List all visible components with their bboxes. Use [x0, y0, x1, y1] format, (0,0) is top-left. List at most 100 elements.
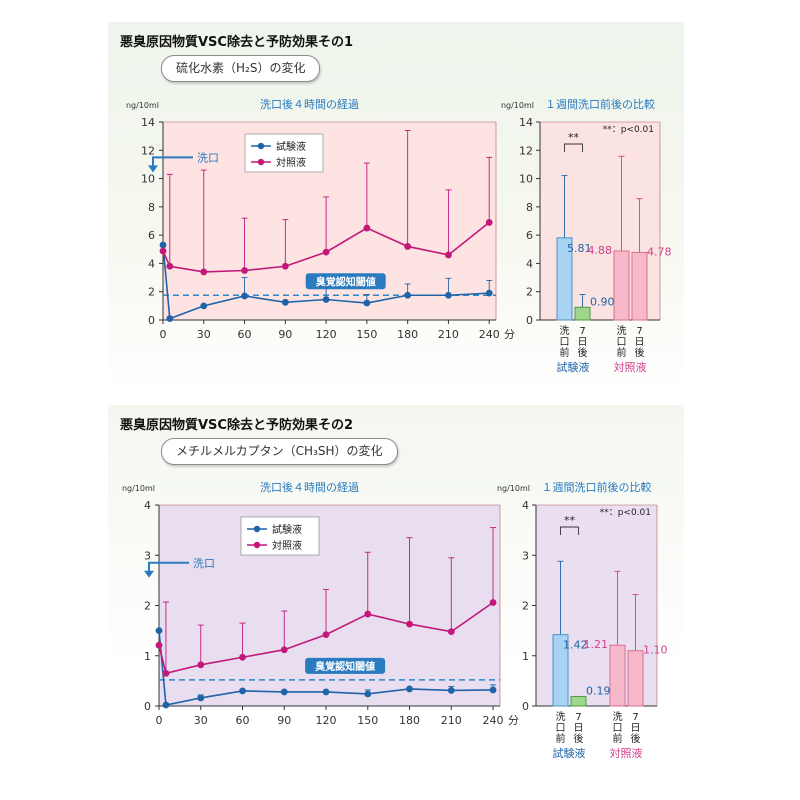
- data-point: [489, 686, 497, 694]
- data-point: [363, 224, 371, 232]
- significance-bracket: [560, 526, 579, 535]
- line-chart-title: 洗口後４時間の経過: [260, 97, 359, 111]
- data-point: [197, 694, 205, 702]
- data-point: [281, 298, 289, 306]
- bar-category-label: 洗口前: [556, 711, 566, 745]
- x-tick-label: 150: [357, 714, 378, 727]
- data-point: [166, 262, 174, 270]
- data-point: [447, 628, 455, 636]
- legend-marker: [257, 158, 265, 166]
- legend-label: 試験液: [272, 523, 302, 536]
- section-ch3sh: 悪臭原因物質VSC除去と予防効果その2 メチルメルカプタン（CH₃SH）の変化 …: [108, 405, 684, 783]
- bar-value-label: 1.10: [643, 644, 668, 657]
- bar-y-tick-label: 4: [526, 257, 533, 270]
- data-point: [322, 248, 330, 256]
- data-point: [445, 291, 452, 299]
- data-point: [241, 292, 248, 300]
- y-tick-label: 1: [144, 650, 151, 663]
- legend-marker: [253, 525, 261, 533]
- data-point: [280, 688, 288, 696]
- bar: [613, 250, 630, 321]
- y-axis-unit: ng/10ml: [126, 101, 159, 110]
- x-tick-label: 90: [277, 714, 291, 727]
- data-point: [162, 701, 170, 709]
- x-tick-label: 180: [399, 714, 420, 727]
- data-point: [322, 688, 330, 696]
- bar-group-label: 試験液: [553, 746, 586, 760]
- x-tick-label: 240: [483, 714, 504, 727]
- y-tick-label: 8: [148, 201, 155, 214]
- bar-value-label: 4.78: [647, 245, 672, 258]
- bar-y-tick-label: 0: [522, 700, 529, 713]
- bar-value-label: 0.19: [586, 684, 611, 697]
- bar: [556, 237, 573, 321]
- y-tick-label: 14: [141, 116, 155, 129]
- legend-marker: [257, 142, 265, 150]
- bar-value-label: 5.81: [567, 242, 592, 255]
- bar-y-tick-label: 1: [522, 650, 529, 663]
- x-tick-label: 60: [236, 714, 250, 727]
- y-tick-label: 4: [144, 499, 151, 512]
- threshold-badge: [305, 657, 386, 674]
- bar-category-label: 洗口前: [613, 711, 623, 745]
- bar-y-tick-label: 8: [526, 201, 533, 214]
- y-axis-unit: ng/10ml: [122, 484, 155, 493]
- bar-group-label: 試験液: [557, 360, 590, 374]
- bar: [574, 306, 591, 321]
- wash-marker-arrow: [144, 570, 154, 578]
- y-tick-label: 4: [148, 257, 155, 270]
- wash-marker-label: 洗口: [193, 557, 215, 570]
- threshold-label: 臭覚認知閾値: [315, 660, 375, 673]
- line-plot-area: [159, 505, 500, 706]
- x-tick-label: 210: [438, 328, 459, 341]
- data-point: [322, 296, 330, 303]
- bar-value-label: 1.21: [584, 638, 609, 651]
- legend-label: 対照液: [276, 156, 306, 169]
- data-point: [447, 687, 455, 694]
- wash-marker-line: [148, 561, 189, 573]
- data-point: [322, 631, 330, 639]
- bar: [609, 644, 626, 707]
- data-point: [162, 669, 170, 677]
- bar-y-tick-label: 2: [522, 600, 529, 613]
- bar-y-tick-label: 14: [519, 116, 533, 129]
- bar: [552, 634, 569, 707]
- legend-marker: [253, 541, 261, 549]
- wash-marker-arrow: [148, 165, 158, 173]
- data-point: [404, 291, 412, 299]
- data-point: [280, 646, 288, 654]
- series-line: [158, 601, 494, 675]
- y-tick-label: 2: [148, 286, 155, 299]
- legend-label: 対照液: [272, 539, 302, 552]
- y-tick-label: 0: [144, 700, 151, 713]
- legend-box: [240, 516, 320, 556]
- section-subtitle-pill: 硫化水素（H₂S）の変化: [161, 55, 321, 82]
- section-title: 悪臭原因物質VSC除去と予防効果その2: [120, 418, 354, 433]
- x-tick-label: 90: [278, 328, 292, 341]
- significance-mark: **: [564, 514, 576, 527]
- series-line: [158, 630, 494, 706]
- data-point: [200, 302, 208, 310]
- data-point: [364, 690, 372, 698]
- data-point: [239, 653, 246, 661]
- data-point: [166, 315, 174, 322]
- section-subtitle-pill: メチルメルカプタン（CH₃SH）の変化: [161, 438, 398, 465]
- y-tick-label: 2: [144, 600, 151, 613]
- bar-value-label: 1.42: [563, 639, 588, 652]
- bar-y-tick-label: 4: [522, 499, 529, 512]
- data-point: [241, 267, 248, 274]
- data-point: [445, 251, 452, 259]
- significance-mark: **: [568, 131, 580, 144]
- data-point: [159, 241, 167, 249]
- bar-y-tick-label: 0: [526, 314, 533, 327]
- significance-bracket: [564, 143, 583, 152]
- significance-note: **：p<0.01: [603, 125, 654, 135]
- bar-y-tick-label: 3: [522, 549, 529, 562]
- x-tick-label: 240: [479, 328, 500, 341]
- y-tick-label: 6: [148, 229, 155, 242]
- x-axis-unit: 分: [504, 328, 515, 341]
- bar-category-label: 7 日後: [574, 712, 584, 745]
